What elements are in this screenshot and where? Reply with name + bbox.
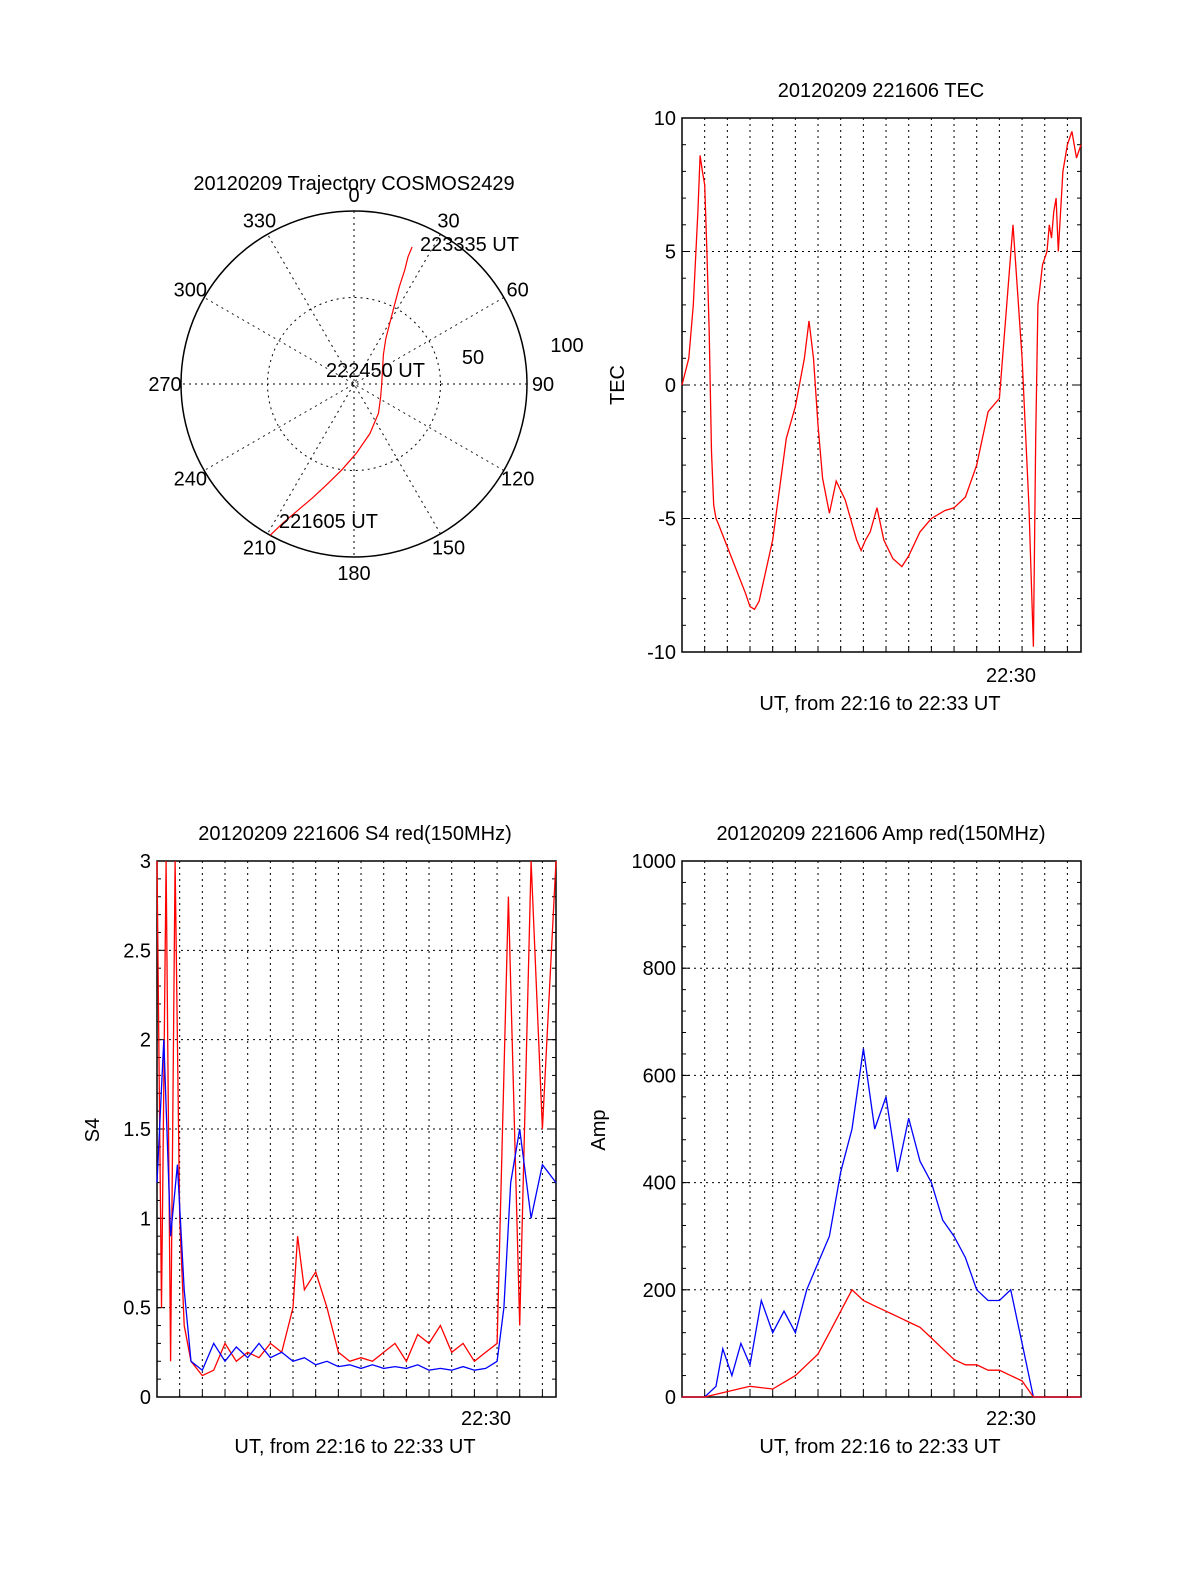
amp-ytick-label: 0 bbox=[665, 1387, 676, 1409]
tec-title: 20120209 221606 TEC bbox=[778, 80, 984, 102]
polar-angle-label: 90 bbox=[532, 374, 554, 396]
polar-angle-label: 120 bbox=[501, 469, 534, 491]
tec-ytick-label: 0 bbox=[665, 375, 676, 397]
amp-ylabel: Amp bbox=[588, 1109, 610, 1150]
s4-series-0 bbox=[156, 860, 557, 1377]
amp-ytick-label: 600 bbox=[643, 1065, 676, 1087]
s4-ylabel: S4 bbox=[82, 1118, 104, 1142]
s4-frame bbox=[156, 860, 557, 1398]
s4-series-group bbox=[156, 860, 557, 1377]
polar-annotation-start: 221605 UT bbox=[279, 511, 378, 533]
s4-ytick-label: 2.5 bbox=[123, 940, 151, 962]
s4-ytick-label: 2 bbox=[140, 1030, 151, 1052]
polar-spoke bbox=[267, 233, 441, 535]
amp-ytick-label: 1000 bbox=[632, 851, 677, 873]
tec-xtick-label: 22:30 bbox=[986, 665, 1036, 687]
tec-ytick-label: 10 bbox=[654, 108, 676, 130]
polar-angle-label: 150 bbox=[432, 538, 465, 560]
polar-inner-ring bbox=[267, 297, 441, 471]
tec-series-0 bbox=[681, 131, 1082, 647]
s4-series-1 bbox=[156, 1039, 557, 1372]
polar-spoke bbox=[203, 297, 505, 471]
amp-frame bbox=[681, 860, 1082, 1398]
amp-xtick-label: 22:30 bbox=[986, 1408, 1036, 1430]
polar-angle-label: 180 bbox=[337, 563, 370, 585]
tec-ytick-label: -5 bbox=[658, 509, 676, 531]
polar-title: 20120209 Trajectory COSMOS2429 bbox=[193, 173, 514, 195]
amp-ytick-label: 200 bbox=[643, 1280, 676, 1302]
s4-plot: 20120209 221606 S4 red(150MHz) 3 2.5 2 1.5 1… bbox=[82, 823, 557, 1458]
polar-grid bbox=[180, 210, 528, 558]
amp-series-group bbox=[682, 1048, 1081, 1398]
amp-ytick-label: 800 bbox=[643, 958, 676, 980]
polar-trajectory-line bbox=[269, 246, 413, 536]
amp-xlabel: UT, from 22:16 to 22:33 UT bbox=[759, 1436, 1000, 1458]
polar-plot: 20120209 Trajectory COSMOS2429 0 30 60 90 12… bbox=[148, 173, 583, 585]
amp-series-0 bbox=[682, 1048, 1081, 1398]
amp-series-1 bbox=[682, 1288, 1081, 1398]
polar-spoke bbox=[203, 297, 505, 471]
polar-radial-label-100: 100 bbox=[550, 335, 583, 357]
polar-angle-label: 300 bbox=[174, 280, 207, 302]
tec-ylabel: TEC bbox=[607, 365, 629, 405]
polar-angle-label: 240 bbox=[174, 469, 207, 491]
polar-angle-label: 30 bbox=[437, 210, 459, 232]
amp-ytick-label: 400 bbox=[643, 1173, 676, 1195]
s4-xtick-label: 22:30 bbox=[461, 1408, 511, 1430]
amp-axes: 1000 800 600 400 200 0 bbox=[632, 851, 1082, 1409]
amp-title: 20120209 221606 Amp red(150MHz) bbox=[716, 823, 1045, 845]
s4-ytick-label: 1.5 bbox=[123, 1119, 151, 1141]
polar-angle-label: 270 bbox=[148, 374, 181, 396]
polar-spoke bbox=[267, 233, 441, 535]
polar-radial-label-50: 50 bbox=[462, 347, 484, 369]
s4-ytick-label: 0 bbox=[140, 1387, 151, 1409]
s4-ytick-label: 3 bbox=[140, 851, 151, 873]
amp-plot: 20120209 221606 Amp red(150MHz) 1000 800 6… bbox=[588, 823, 1082, 1458]
tec-ytick-label: 5 bbox=[665, 242, 676, 264]
polar-angle-label: 60 bbox=[507, 280, 529, 302]
polar-angle-label: 0 bbox=[348, 185, 359, 207]
polar-annotation-mid: 222450 UT bbox=[326, 360, 425, 382]
polar-angle-label: 330 bbox=[243, 210, 276, 232]
s4-xlabel: UT, from 22:16 to 22:33 UT bbox=[234, 1436, 475, 1458]
tec-xlabel: UT, from 22:16 to 22:33 UT bbox=[759, 693, 1000, 715]
s4-ytick-label: 1 bbox=[140, 1208, 151, 1230]
tec-series-group bbox=[681, 131, 1082, 647]
tec-axes: 10 5 0 -5 -10 bbox=[647, 108, 1082, 664]
polar-angle-labels: 0 30 60 90 120 150 180 210 240 270 300 330 bbox=[148, 185, 554, 585]
s4-ytick-label: 0.5 bbox=[123, 1298, 151, 1320]
s4-title: 20120209 221606 S4 red(150MHz) bbox=[198, 823, 512, 845]
tec-ytick-label: -10 bbox=[647, 642, 676, 664]
polar-angle-label: 210 bbox=[243, 538, 276, 560]
polar-annotation-end: 223335 UT bbox=[420, 234, 519, 256]
